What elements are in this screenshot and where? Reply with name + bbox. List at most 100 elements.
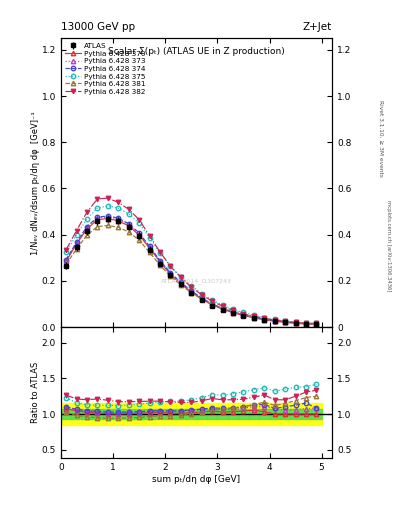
- Pythia 6.428 375: [189, 283, 194, 289]
- Pythia 6.428 370: [220, 306, 225, 312]
- Pythia 6.428 370: [64, 258, 68, 264]
- Pythia 6.428 381: [105, 222, 110, 228]
- Pythia 6.428 374: [272, 318, 277, 324]
- Bar: [186, 403, 196, 425]
- Pythia 6.428 382: [178, 274, 183, 281]
- Pythia 6.428 375: [178, 273, 183, 280]
- Pythia 6.428 370: [293, 321, 298, 327]
- Bar: [301, 403, 311, 425]
- Pythia 6.428 381: [95, 224, 100, 230]
- Pythia 6.428 381: [314, 321, 319, 327]
- Pythia 6.428 375: [95, 205, 100, 211]
- Pythia 6.428 381: [241, 312, 246, 318]
- Pythia 6.428 373: [231, 309, 235, 315]
- Bar: [82, 403, 92, 425]
- Pythia 6.428 374: [74, 239, 79, 245]
- Pythia 6.428 381: [74, 246, 79, 252]
- Bar: [228, 409, 238, 419]
- Pythia 6.428 373: [105, 214, 110, 220]
- Bar: [238, 403, 249, 425]
- Pythia 6.428 374: [126, 221, 131, 227]
- Pythia 6.428 381: [64, 261, 68, 267]
- Pythia 6.428 382: [210, 298, 215, 304]
- Bar: [186, 409, 196, 419]
- Pythia 6.428 375: [220, 302, 225, 308]
- Pythia 6.428 381: [210, 302, 215, 308]
- Pythia 6.428 382: [314, 321, 319, 327]
- Pythia 6.428 375: [126, 211, 131, 217]
- Pythia 6.428 381: [262, 316, 266, 322]
- Pythia 6.428 373: [147, 244, 152, 250]
- Bar: [238, 409, 249, 419]
- Pythia 6.428 370: [283, 319, 288, 326]
- Pythia 6.428 382: [105, 195, 110, 201]
- Bar: [196, 409, 207, 419]
- Pythia 6.428 375: [210, 297, 215, 303]
- Pythia 6.428 370: [147, 245, 152, 251]
- Pythia 6.428 373: [158, 258, 162, 264]
- Bar: [217, 409, 228, 419]
- Pythia 6.428 382: [283, 318, 288, 325]
- Pythia 6.428 381: [137, 237, 141, 243]
- Text: Z+Jet: Z+Jet: [303, 22, 332, 32]
- Pythia 6.428 370: [189, 289, 194, 295]
- Pythia 6.428 374: [158, 258, 162, 264]
- Bar: [217, 403, 228, 425]
- Bar: [72, 403, 82, 425]
- Pythia 6.428 375: [168, 263, 173, 269]
- Pythia 6.428 375: [272, 316, 277, 323]
- Pythia 6.428 375: [64, 249, 68, 255]
- Bar: [290, 409, 301, 419]
- Bar: [144, 403, 155, 425]
- Pythia 6.428 373: [74, 240, 79, 246]
- Bar: [259, 403, 270, 425]
- Pythia 6.428 381: [199, 296, 204, 302]
- Bar: [176, 409, 186, 419]
- Pythia 6.428 375: [262, 314, 266, 321]
- Text: mcplots.cern.ch [arXiv:1306.3436]: mcplots.cern.ch [arXiv:1306.3436]: [386, 200, 391, 291]
- Pythia 6.428 373: [272, 318, 277, 324]
- Pythia 6.428 373: [189, 288, 194, 294]
- Pythia 6.428 374: [293, 320, 298, 326]
- Pythia 6.428 370: [178, 281, 183, 287]
- Pythia 6.428 382: [64, 247, 68, 253]
- Pythia 6.428 381: [126, 229, 131, 235]
- Pythia 6.428 382: [74, 227, 79, 233]
- Pythia 6.428 370: [304, 321, 309, 327]
- Pythia 6.428 381: [293, 319, 298, 326]
- Bar: [134, 409, 144, 419]
- Pythia 6.428 370: [137, 232, 141, 238]
- Y-axis label: Ratio to ATLAS: Ratio to ATLAS: [31, 362, 40, 423]
- Pythia 6.428 381: [158, 262, 162, 268]
- Pythia 6.428 382: [241, 311, 246, 317]
- Pythia 6.428 373: [116, 216, 121, 222]
- Bar: [103, 403, 113, 425]
- Pythia 6.428 375: [84, 216, 89, 222]
- Line: Pythia 6.428 374: Pythia 6.428 374: [64, 214, 319, 326]
- Pythia 6.428 370: [105, 216, 110, 222]
- Pythia 6.428 370: [116, 218, 121, 224]
- Pythia 6.428 374: [95, 214, 100, 220]
- Pythia 6.428 382: [126, 206, 131, 212]
- Pythia 6.428 373: [241, 312, 246, 318]
- Legend: ATLAS, Pythia 6.428 370, Pythia 6.428 373, Pythia 6.428 374, Pythia 6.428 375, P: ATLAS, Pythia 6.428 370, Pythia 6.428 37…: [64, 41, 147, 96]
- Pythia 6.428 374: [220, 305, 225, 311]
- Pythia 6.428 381: [304, 321, 309, 327]
- Pythia 6.428 375: [293, 319, 298, 325]
- Pythia 6.428 373: [304, 321, 309, 327]
- Pythia 6.428 382: [272, 317, 277, 323]
- Pythia 6.428 373: [262, 316, 266, 323]
- Pythia 6.428 374: [262, 316, 266, 322]
- Pythia 6.428 370: [126, 223, 131, 229]
- Pythia 6.428 375: [199, 290, 204, 296]
- Bar: [123, 403, 134, 425]
- Text: ATLAS_2014_I1307243: ATLAS_2014_I1307243: [161, 278, 232, 284]
- Bar: [270, 409, 280, 419]
- Bar: [123, 409, 134, 419]
- Pythia 6.428 382: [252, 313, 256, 319]
- Pythia 6.428 374: [178, 280, 183, 286]
- Bar: [134, 403, 144, 425]
- Pythia 6.428 370: [95, 217, 100, 223]
- Pythia 6.428 375: [304, 320, 309, 326]
- Pythia 6.428 373: [220, 306, 225, 312]
